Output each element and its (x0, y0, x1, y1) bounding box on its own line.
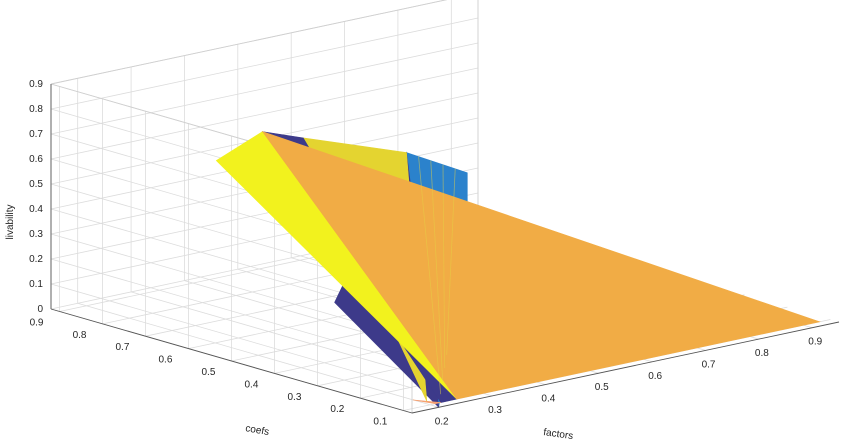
surface-face-salmon (412, 399, 441, 405)
z-tick-label: 0.9 (29, 79, 43, 90)
y-tick-label: 0.3 (288, 392, 302, 403)
surface-seam-line (446, 168, 456, 355)
y-tick-label: 0.2 (330, 404, 344, 415)
y-tick-label: 0.8 (73, 330, 87, 341)
y-tick-label: 0.6 (159, 355, 173, 366)
z-tick-label: 0 (37, 304, 43, 315)
back-wall-grid-line (50, 17, 479, 110)
x-tick-label: 0.7 (702, 359, 716, 370)
surface-seam-line (418, 156, 442, 395)
side-wall-grid-line (50, 258, 413, 364)
y-tick-label: 0.7 (116, 342, 130, 353)
axes-box-edge (50, 0, 448, 85)
z-tick-label: 0.7 (29, 129, 43, 140)
z-tick-label: 0.2 (29, 254, 43, 265)
back-wall-grid-line (50, 42, 479, 135)
z-tick-label: 0.5 (29, 179, 43, 190)
surface-seam-line (430, 160, 444, 382)
x-tick-label: 0.2 (435, 416, 449, 427)
x-tick-label: 0.3 (488, 405, 502, 416)
z-tick-label: 0.6 (29, 154, 43, 165)
surface-seam-line (442, 164, 446, 369)
x-axis-label: factors (543, 427, 574, 441)
z-tick-label: 0.8 (29, 104, 43, 115)
x-tick-label: 0.9 (808, 337, 822, 348)
side-wall-grid-line (50, 283, 413, 389)
z-tick-label: 0.1 (29, 279, 43, 290)
y-axis-label: coefs (244, 423, 269, 438)
x-tick-label: 0.6 (648, 371, 662, 382)
z-axis-label: livability (5, 204, 16, 239)
y-tick-label: 0.9 (30, 318, 44, 329)
tick-labels: 0.2 0.3 0.4 0.5 0.6 0.7 0.8 0.9 0.1 0.2 0.3 0.4 0.5 0… (29, 79, 840, 428)
x-tick-label: 0.8 (755, 348, 769, 359)
x-tick-label: 0.4 (541, 394, 555, 405)
surface-layer (215, 131, 821, 409)
y-tick-label: 0.4 (245, 379, 259, 390)
back-wall-grid-line (50, 67, 479, 160)
y-axis-line (50, 308, 413, 414)
z-tick-label: 0.4 (29, 204, 43, 215)
side-wall-grid-line (50, 233, 413, 339)
y-tick-label: 0.5 (202, 367, 216, 378)
x-tick-label: 0.5 (595, 382, 609, 393)
x-axis-line (411, 321, 840, 414)
surface-face-orange (261, 131, 821, 400)
back-wall-grid-line (50, 0, 448, 85)
y-tick-label: 0.1 (373, 417, 387, 428)
z-tick-label: 0.3 (29, 229, 43, 240)
